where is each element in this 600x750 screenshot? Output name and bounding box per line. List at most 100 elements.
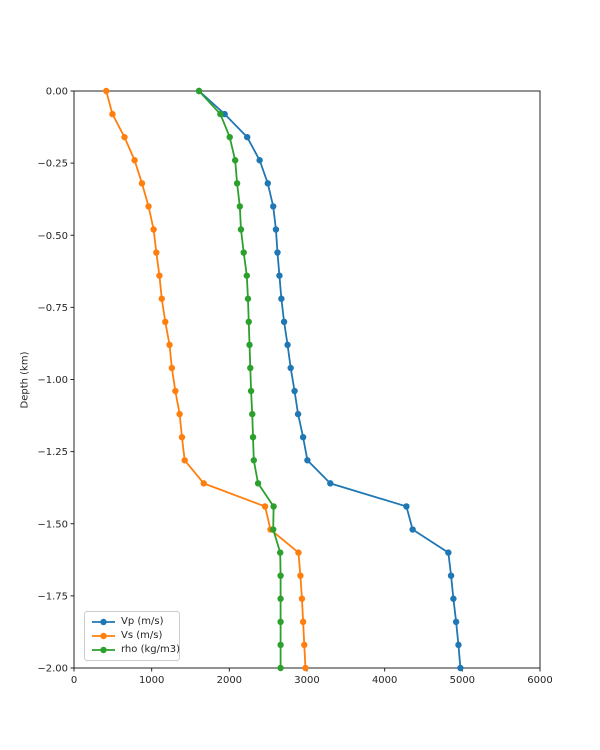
data-point-marker: [240, 249, 247, 256]
data-point-marker: [244, 295, 252, 302]
data-point-marker: [254, 480, 262, 487]
series-line: [105, 90, 307, 669]
data-point-marker: [295, 549, 302, 556]
legend: Vp (m/s) Vs (m/s) rho (kg/m3): [84, 611, 180, 661]
data-point-marker: [176, 410, 183, 418]
data-point-marker: [299, 618, 307, 626]
y-tick-label: −1.75: [37, 591, 68, 602]
y-tick-label: −2.00: [37, 664, 68, 675]
data-point-marker: [109, 110, 116, 118]
y-tick-label: −1.50: [37, 519, 68, 530]
data-point-marker: [247, 387, 255, 395]
legend-item-vs: Vs (m/s): [91, 630, 173, 642]
data-point-marker: [403, 503, 410, 510]
data-point-marker: [291, 387, 298, 395]
data-point-marker: [287, 364, 294, 372]
data-point-marker: [103, 87, 110, 95]
plot-border: [73, 90, 541, 669]
data-point-marker: [250, 457, 257, 464]
data-point-marker: [261, 503, 269, 510]
data-point-marker: [270, 526, 277, 533]
legend-line-marker-vs: [92, 632, 115, 640]
legend-label-vp: Vp (m/s): [121, 616, 164, 627]
data-point-marker: [302, 664, 309, 672]
data-point-marker: [294, 410, 302, 418]
data-point-marker: [276, 272, 283, 279]
legend-item-vp: Vp (m/s): [91, 616, 173, 628]
data-point-marker: [246, 341, 253, 349]
data-point-marker: [277, 664, 284, 672]
x-tick-label: 6000: [527, 675, 552, 686]
data-point-marker: [277, 549, 284, 556]
data-point-marker: [247, 364, 254, 372]
data-point-marker: [231, 157, 239, 164]
data-point-marker: [450, 595, 457, 602]
legend-item-rho: rho (kg/m3): [91, 644, 180, 656]
series-2: [195, 87, 284, 672]
x-tick-label: 0: [71, 675, 77, 686]
data-point-marker: [166, 341, 173, 349]
data-point-marker: [445, 549, 452, 556]
legend-line-marker-rho: [92, 646, 115, 654]
data-point-marker: [270, 203, 277, 210]
data-point-marker: [243, 272, 251, 279]
data-point-marker: [237, 226, 245, 233]
data-point-marker: [278, 295, 285, 302]
data-point-marker: [178, 434, 186, 441]
data-point-marker: [301, 641, 308, 649]
data-point-marker: [299, 434, 307, 441]
data-point-marker: [447, 572, 455, 579]
data-point-marker: [277, 641, 284, 649]
data-point-marker: [233, 180, 241, 187]
y-tick-label: −0.25: [37, 159, 68, 170]
data-point-marker: [145, 203, 152, 210]
data-point-marker: [280, 318, 288, 325]
legend-label-rho: rho (kg/m3): [121, 644, 180, 655]
data-point-marker: [249, 434, 257, 441]
x-tick-label: 3000: [294, 675, 319, 686]
data-point-marker: [256, 157, 263, 164]
x-tick-label: 4000: [372, 675, 397, 686]
data-point-marker: [298, 595, 306, 602]
series-line: [198, 90, 462, 669]
data-point-marker: [121, 133, 128, 141]
data-point-marker: [153, 249, 160, 256]
x-tick-label: 2000: [217, 675, 242, 686]
y-axis-title: Depth (km): [19, 351, 31, 409]
series-1: [103, 87, 309, 672]
data-point-marker: [274, 249, 281, 256]
y-tick-label: −0.50: [37, 231, 68, 242]
data-point-marker: [156, 272, 163, 279]
y-tick-label: 0.00: [46, 87, 68, 98]
data-point-marker: [249, 410, 256, 418]
y-tick-label: −1.25: [37, 447, 68, 458]
x-tick-label: 1000: [139, 675, 164, 686]
legend-label-vs: Vs (m/s): [121, 630, 163, 641]
data-point-marker: [162, 318, 169, 325]
data-point-marker: [158, 295, 165, 302]
data-point-marker: [409, 526, 416, 533]
data-point-marker: [284, 341, 291, 349]
data-point-marker: [327, 480, 334, 487]
y-tick-label: −1.00: [37, 375, 68, 386]
data-point-marker: [297, 572, 304, 579]
data-point-marker: [277, 595, 284, 602]
data-point-marker: [172, 387, 179, 395]
data-point-marker: [150, 226, 157, 233]
data-point-marker: [264, 180, 271, 187]
series-line: [198, 90, 282, 668]
data-point-marker: [236, 203, 244, 210]
data-point-marker: [217, 110, 224, 118]
data-point-marker: [272, 226, 280, 233]
data-point-marker: [277, 572, 284, 579]
data-point-marker: [455, 641, 462, 649]
data-point-marker: [200, 480, 207, 487]
data-point-marker: [304, 457, 311, 464]
data-point-marker: [138, 180, 146, 187]
data-point-marker: [168, 364, 176, 372]
x-tick-label: 5000: [450, 675, 475, 686]
data-point-marker: [457, 664, 464, 672]
y-tick-label: −0.75: [37, 303, 68, 314]
